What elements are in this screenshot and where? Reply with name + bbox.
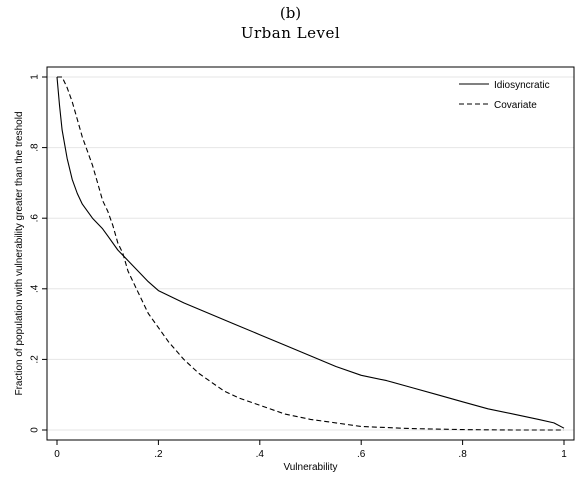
- legend-label: Idiosyncratic: [494, 80, 550, 91]
- grid-layer: [47, 76, 574, 431]
- y-tick-label: 0: [30, 427, 41, 433]
- axis-ticks: 0 .2 .4 .6 .8 1 0 .2 .4 .6 .8 1: [30, 74, 568, 460]
- y-tick-label: .4: [30, 284, 41, 293]
- x-axis-title: Vulnerability: [283, 462, 337, 473]
- x-tick-label: .4: [256, 449, 265, 460]
- series-layer: [56, 76, 565, 431]
- x-tick-label: .2: [154, 449, 163, 460]
- x-tick-label: .6: [357, 449, 366, 460]
- y-tick-label: .6: [30, 214, 41, 223]
- series-line-idiosyncratic: [56, 76, 565, 429]
- y-tick-label: .8: [30, 143, 41, 152]
- plot-frame: [46, 66, 575, 441]
- y-tick-label: .2: [30, 355, 41, 364]
- x-tick-label: 1: [561, 449, 567, 460]
- y-axis-title: Fraction of population with vulnerabilit…: [14, 111, 25, 395]
- chart-title: Urban Level: [240, 24, 341, 42]
- series-line-covariate: [57, 76, 564, 431]
- panel-label: (b): [279, 4, 302, 22]
- y-tick-label: 1: [30, 74, 41, 80]
- x-tick-label: .8: [458, 449, 467, 460]
- legend-label: Covariate: [494, 100, 537, 111]
- x-tick-label: 0: [54, 449, 60, 460]
- legend: Idiosyncratic Covariate: [459, 80, 550, 111]
